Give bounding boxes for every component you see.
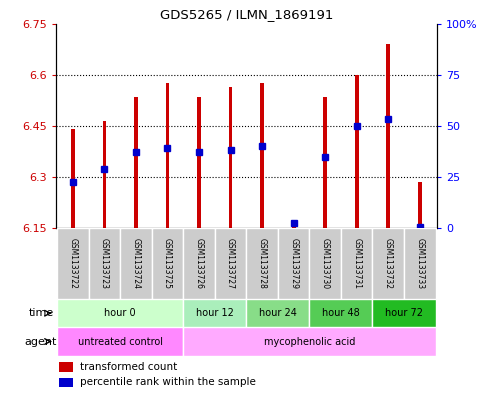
Bar [183,327,436,356]
Text: GSM1133732: GSM1133732 [384,238,393,289]
Bar [372,299,436,327]
Bar [215,228,246,299]
Text: hour 48: hour 48 [322,308,360,318]
Text: agent: agent [24,336,57,347]
Bar [246,299,310,327]
Bar [386,44,390,228]
Bar [404,228,436,299]
Bar [310,299,372,327]
Bar [292,220,296,228]
Text: GSM1133730: GSM1133730 [321,238,330,289]
Text: GSM1133724: GSM1133724 [131,238,141,289]
Text: mycophenolic acid: mycophenolic acid [264,336,355,347]
Text: GSM1133731: GSM1133731 [352,238,361,289]
Text: hour 24: hour 24 [259,308,297,318]
Bar [134,97,138,228]
Bar [71,129,75,228]
Text: GSM1133727: GSM1133727 [226,238,235,289]
Text: hour 12: hour 12 [196,308,234,318]
Bar [278,228,310,299]
Bar [166,83,170,228]
Text: GSM1133726: GSM1133726 [195,238,203,289]
Text: percentile rank within the sample: percentile rank within the sample [80,377,256,387]
Bar [57,228,89,299]
Bar [372,228,404,299]
Bar [310,228,341,299]
Bar [197,97,201,228]
Bar [341,228,372,299]
Bar [57,327,183,356]
Text: time: time [29,308,54,318]
Title: GDS5265 / ILMN_1869191: GDS5265 / ILMN_1869191 [160,8,333,21]
Text: GSM1133723: GSM1133723 [100,238,109,289]
Text: GSM1133728: GSM1133728 [257,238,267,289]
Bar [59,362,73,372]
Text: transformed count: transformed count [80,362,178,372]
Text: GSM1133722: GSM1133722 [69,238,77,289]
Bar [59,378,73,387]
Text: GSM1133729: GSM1133729 [289,238,298,289]
Bar [152,228,183,299]
Text: untreated control: untreated control [78,336,163,347]
Bar [57,299,183,327]
Bar [120,228,152,299]
Bar [355,75,358,228]
Bar [183,228,215,299]
Bar [246,228,278,299]
Bar [260,83,264,228]
Text: GSM1133733: GSM1133733 [415,238,424,289]
Bar [183,299,246,327]
Text: GSM1133725: GSM1133725 [163,238,172,289]
Bar [228,87,232,228]
Text: hour 0: hour 0 [104,308,136,318]
Bar [89,228,120,299]
Bar [102,121,106,228]
Text: hour 72: hour 72 [385,308,423,318]
Bar [323,97,327,228]
Bar [418,182,422,228]
